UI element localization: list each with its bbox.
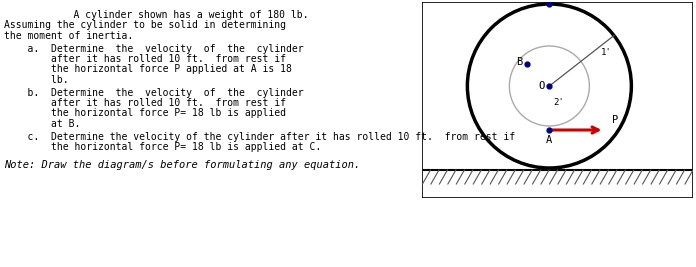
Text: b.  Determine  the  velocity  of  the  cylinder: b. Determine the velocity of the cylinde…	[4, 88, 303, 97]
Text: B: B	[516, 57, 523, 67]
Text: 2': 2'	[553, 98, 564, 107]
Text: lb.: lb.	[4, 75, 69, 85]
Text: Note: Draw the diagram/s before formulating any equation.: Note: Draw the diagram/s before formulat…	[4, 160, 361, 171]
Text: after it has rolled 10 ft.  from rest if: after it has rolled 10 ft. from rest if	[4, 98, 286, 108]
Text: the moment of inertia.: the moment of inertia.	[4, 31, 133, 41]
Text: C: C	[548, 0, 555, 1]
Text: P: P	[612, 115, 619, 125]
Text: at B.: at B.	[4, 119, 80, 129]
Text: O: O	[538, 81, 544, 91]
Text: a.  Determine  the  velocity  of  the  cylinder: a. Determine the velocity of the cylinde…	[4, 44, 303, 53]
Text: the horizontal force P= 18 lb is applied: the horizontal force P= 18 lb is applied	[4, 108, 286, 119]
Text: Assuming the cylinder to be solid in determining: Assuming the cylinder to be solid in det…	[4, 21, 286, 30]
Text: A cylinder shown has a weight of 180 lb.: A cylinder shown has a weight of 180 lb.	[50, 10, 308, 20]
Text: A: A	[546, 135, 553, 145]
Text: after it has rolled 10 ft.  from rest if: after it has rolled 10 ft. from rest if	[4, 54, 286, 64]
Text: the horizontal force P= 18 lb is applied at C.: the horizontal force P= 18 lb is applied…	[4, 142, 322, 152]
Text: 1': 1'	[601, 48, 611, 57]
Text: the horizontal force P applied at A is 18: the horizontal force P applied at A is 1…	[4, 65, 292, 74]
Text: c.  Determine the velocity of the cylinder after it has rolled 10 ft.  from rest: c. Determine the velocity of the cylinde…	[4, 132, 515, 142]
